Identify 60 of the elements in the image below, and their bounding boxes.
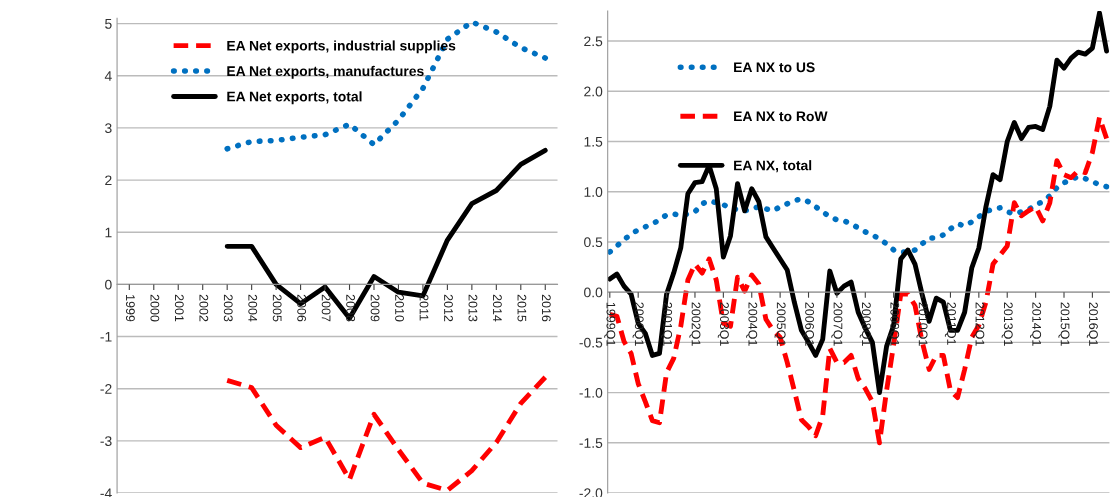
y-tick-label: -1.0 <box>579 387 603 398</box>
x-tick-label: 2015Q1 <box>1058 302 1070 346</box>
x-tick-label: 2009Q1 <box>888 302 900 346</box>
y-tick-label: 1 <box>105 227 112 238</box>
x-tick-label: 2011 <box>419 294 429 321</box>
legend-label: EA NX to US <box>734 62 815 73</box>
y-tick-label: 4 <box>104 71 112 81</box>
y-tick-label: 3 <box>105 123 112 134</box>
y-tick-label: 1.0 <box>584 187 603 197</box>
x-tick-label: 2016Q1 <box>1086 302 1098 346</box>
x-tick-label: 2001Q1 <box>660 302 673 346</box>
x-tick-label: 2003 <box>223 294 233 322</box>
x-tick-label: 2013Q1 <box>1001 302 1013 346</box>
x-tick-label: 2000Q1 <box>632 302 644 346</box>
y-tick-label: -1.5 <box>579 438 603 448</box>
x-tick-label: 2007Q1 <box>831 302 843 346</box>
x-tick-label: 2003Q1 <box>717 302 729 346</box>
y-tick-label: -2 <box>100 384 112 394</box>
y-tick-label: -1 <box>100 332 112 342</box>
x-tick-label: 2005Q1 <box>774 302 786 346</box>
x-tick-label: 2002Q1 <box>689 302 701 346</box>
legend-label: EA Net exports, industrial supplies <box>227 40 456 54</box>
legend-label: EA NX to RoW <box>734 111 828 122</box>
x-tick-label: 2010 <box>395 294 404 322</box>
x-tick-label: 2015 <box>517 294 527 322</box>
y-tick-label: 2 <box>105 175 112 186</box>
y-tick-label: 1.5 <box>584 136 603 147</box>
x-tick-label: 2016 <box>541 294 551 322</box>
x-tick-label: 2006 <box>297 294 307 322</box>
x-tick-label: 2001 <box>174 294 184 322</box>
x-tick-label: 2006Q1 <box>802 302 815 346</box>
x-tick-label: 2002 <box>199 294 209 322</box>
legend-label: EA Net exports, total <box>227 91 362 105</box>
legend-label: EA NX, total <box>734 160 812 173</box>
y-tick-label: 0 <box>105 279 112 290</box>
x-tick-label: 2014 <box>492 294 502 322</box>
x-tick-label: 2004 <box>248 294 258 322</box>
x-tick-label: 2008 <box>346 294 356 322</box>
x-tick-label: 2014Q1 <box>1030 302 1042 346</box>
legend-label: EA Net exports, manufactures <box>227 65 424 79</box>
x-tick-label: 1999 <box>125 295 135 322</box>
line-series <box>224 374 548 493</box>
x-tick-label: 1999Q1 <box>604 302 616 346</box>
x-tick-label: 2013 <box>468 294 478 322</box>
x-tick-label: 2012 <box>444 294 453 322</box>
y-tick-label: 2.5 <box>584 36 603 47</box>
x-tick-label: 2004Q1 <box>746 302 758 346</box>
y-tick-label: 0.0 <box>584 287 603 298</box>
x-tick-label: 2009 <box>370 294 380 322</box>
x-tick-label: 2005 <box>272 294 282 322</box>
y-tick-label: -3 <box>100 436 112 447</box>
y-tick-label: 5 <box>105 19 112 29</box>
x-tick-label: 2008Q1 <box>859 302 871 346</box>
x-tick-label: 2012Q1 <box>973 302 985 346</box>
y-tick-label: -0.5 <box>579 337 603 348</box>
x-tick-label: 2011Q1 <box>944 302 956 345</box>
x-tick-label: 2000 <box>150 294 160 322</box>
y-tick-label: 2.0 <box>584 86 603 97</box>
x-tick-label: 2007 <box>321 294 331 322</box>
y-tick-label: 0.5 <box>584 237 603 248</box>
